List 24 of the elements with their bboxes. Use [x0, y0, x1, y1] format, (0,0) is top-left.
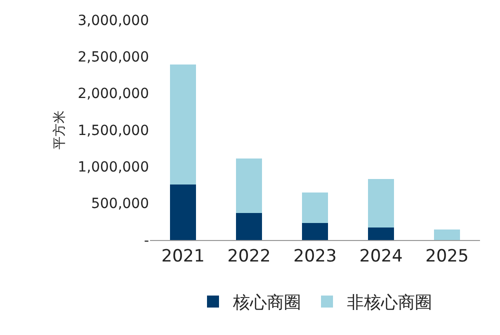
bar [236, 158, 262, 213]
bar [170, 64, 196, 184]
x-tick-label: 2025 [425, 246, 469, 266]
y-tick-label: 2,000,000 [78, 86, 149, 102]
y-tick-label: 1,000,000 [78, 160, 149, 176]
bar [170, 184, 196, 240]
x-tick-label: 2023 [293, 246, 337, 266]
bar [368, 179, 394, 228]
bar [302, 223, 328, 240]
bar [302, 192, 328, 224]
y-tick-label: - [144, 232, 149, 249]
x-tick-label: 2024 [359, 246, 403, 266]
y-tick-label: 2,500,000 [78, 50, 149, 66]
y-tick-label: 500,000 [91, 196, 149, 212]
x-tick-label: 2022 [227, 246, 271, 266]
y-tick-label: 1,500,000 [78, 122, 149, 139]
x-tick-label: 2021 [161, 246, 205, 266]
legend-label: 非核心商圈 [347, 293, 432, 314]
bar [434, 230, 460, 240]
bar [236, 212, 262, 240]
y-axis-title: 平方米 [52, 110, 68, 150]
y-tick-label: 3,000,000 [78, 12, 149, 29]
legend-label: 核心商圈 [232, 293, 301, 314]
bar [368, 228, 394, 240]
